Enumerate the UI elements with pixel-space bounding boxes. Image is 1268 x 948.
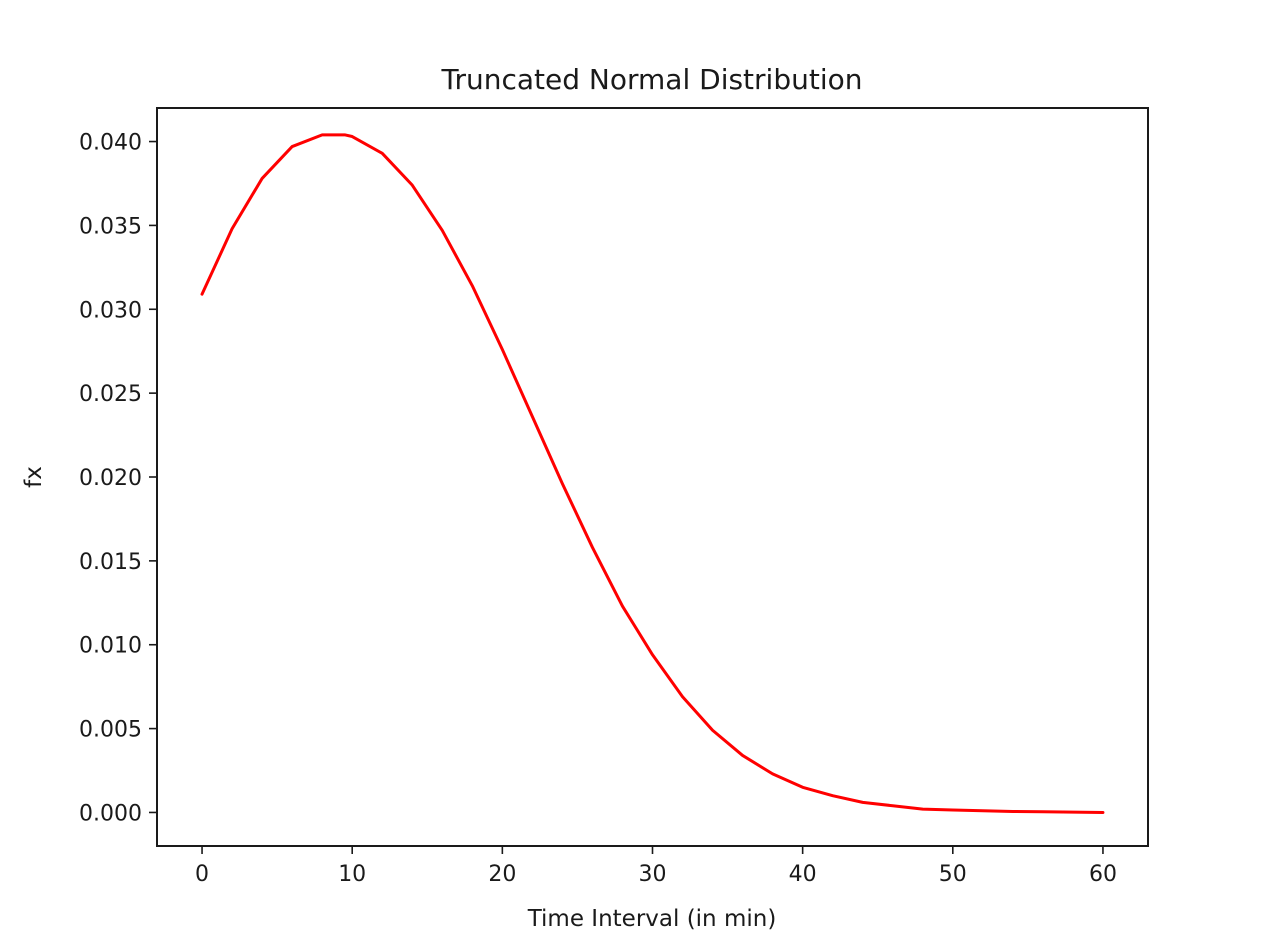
- y-tick-label: 0.010: [79, 634, 142, 659]
- series-layer: [200, 133, 1105, 814]
- x-tick-label: 50: [939, 862, 967, 887]
- series-line: [200, 133, 1105, 814]
- x-axis: 0 10 20 30 40 50 60: [195, 846, 1117, 887]
- y-tick-label: 0.000: [79, 801, 142, 826]
- y-axis: 0.000 0.005 0.010 0.015 0.020 0.025 0.030 0.035…: [79, 131, 157, 826]
- plot-area: [156, 107, 1149, 847]
- y-tick-label: 0.020: [79, 466, 142, 491]
- y-tick-label: 0.015: [79, 550, 142, 575]
- x-tick-label: 30: [639, 862, 667, 887]
- x-tick-label: 20: [488, 862, 516, 887]
- x-tick-label: 0: [195, 862, 209, 887]
- y-tick-label: 0.030: [79, 298, 142, 323]
- x-tick-label: 10: [338, 862, 366, 887]
- y-tick-label: 0.035: [79, 214, 142, 239]
- y-axis-title: fx: [21, 466, 47, 488]
- x-axis-title: Time Interval (in min): [527, 906, 777, 932]
- y-tick-label: 0.025: [79, 382, 142, 407]
- x-tick-label: 40: [789, 862, 817, 887]
- y-tick-label: 0.040: [79, 131, 142, 156]
- x-tick-label: 60: [1089, 862, 1117, 887]
- y-tick-label: 0.005: [79, 718, 142, 743]
- chart-title: Truncated Normal Distribution: [441, 63, 863, 96]
